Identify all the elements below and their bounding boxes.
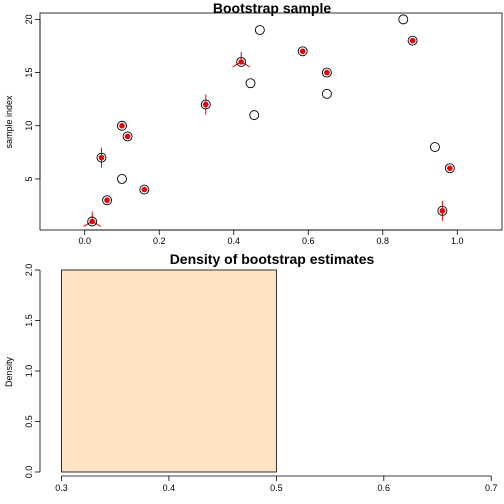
scatter-x-tick-label: 1.0 <box>451 236 464 246</box>
scatter-x-tick-label: 0.4 <box>227 236 240 246</box>
scatter-plot-box <box>39 12 503 231</box>
scatter-y-tick-label: 5 <box>24 176 34 181</box>
scatter-y-tick-label: 20 <box>24 14 34 24</box>
scatter-points <box>83 14 455 227</box>
scatter-point <box>83 211 102 227</box>
density-x-tick-label: 0.6 <box>378 483 391 493</box>
scatter-x-tick-label: 0.8 <box>377 236 390 246</box>
density-y-tick-label: 0.0 <box>24 466 34 479</box>
scatter-point <box>437 200 448 221</box>
density-bar <box>61 269 277 473</box>
scatter-x-tick-label: 0.2 <box>153 236 166 246</box>
scatter-point <box>117 173 127 184</box>
density-bars <box>61 269 277 473</box>
scatter-y-tick-label: 10 <box>24 121 34 131</box>
density-title: Density of bootstrap estimates <box>170 251 375 267</box>
density-y-tick-label: 2.0 <box>24 264 34 277</box>
scatter-point <box>249 110 260 121</box>
scatter-y-tick-label: 15 <box>24 68 34 78</box>
bootstrap-density-panel: Density of bootstrap estimates 0.0 0.5 1.0… <box>4 251 498 493</box>
scatter-point <box>139 184 150 195</box>
scatter-point <box>429 142 440 152</box>
scatter-point <box>321 67 332 78</box>
scatter-point <box>407 35 418 46</box>
scatter-point <box>200 94 211 115</box>
density-y-tick-label: 0.5 <box>24 415 34 428</box>
scatter-point <box>321 88 332 99</box>
density-x-tick-label: 0.3 <box>55 483 68 493</box>
density-x-tick-label: 0.4 <box>163 483 176 493</box>
scatter-point <box>297 46 308 57</box>
density-y-tick-label: 1.0 <box>24 365 34 378</box>
density-y-axis: 0.0 0.5 1.0 1.5 2.0 <box>24 264 41 479</box>
density-x-tick-label: 0.5 <box>270 483 283 493</box>
density-x-tick-label: 0.7 <box>485 483 498 493</box>
scatter-y-axis: 5 10 15 20 <box>24 14 41 181</box>
scatter-point <box>245 78 256 89</box>
scatter-point <box>232 51 251 68</box>
scatter-point <box>117 120 127 131</box>
scatter-x-tick-label: 0.0 <box>78 236 91 246</box>
scatter-point <box>444 163 455 174</box>
scatter-point <box>96 147 107 168</box>
scatter-y-axis-label: sample index <box>4 95 14 149</box>
density-y-axis-label: Density <box>4 356 14 387</box>
density-y-tick-label: 1.5 <box>24 314 34 327</box>
scatter-x-axis: 0.0 0.2 0.4 0.6 0.8 1.0 <box>78 229 464 246</box>
scatter-point <box>398 14 409 25</box>
scatter-point <box>102 195 113 206</box>
scatter-x-tick-label: 0.6 <box>302 236 315 246</box>
bootstrap-sample-panel: Bootstrap sample 0.0 0.2 0.4 0.6 0.8 1.0 5 10 1… <box>4 0 503 246</box>
density-x-axis: 0.3 0.4 0.5 0.6 0.7 <box>55 475 498 493</box>
scatter-title: Bootstrap sample <box>213 0 331 16</box>
scatter-point <box>122 131 133 142</box>
scatter-point <box>254 25 265 35</box>
